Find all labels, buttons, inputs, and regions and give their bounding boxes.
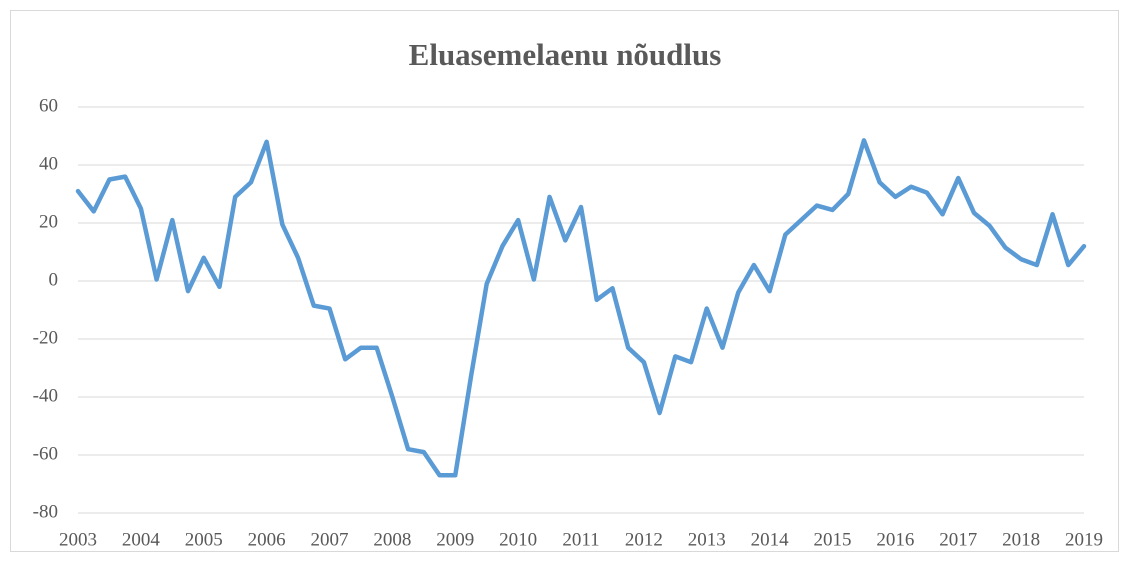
y-tick-label: -60: [33, 443, 58, 464]
x-tick-label: 2009: [436, 529, 474, 550]
x-tick-label: 2004: [122, 529, 161, 550]
x-tick-label: 2018: [1002, 529, 1040, 550]
x-tick-label: 2015: [814, 529, 852, 550]
x-tick-label: 2019: [1065, 529, 1103, 550]
y-tick-label: 0: [49, 269, 59, 290]
x-tick-label: 2016: [876, 529, 914, 550]
data-line: [75, 138, 1087, 478]
x-tick-label: 2003: [59, 529, 97, 550]
x-tick-label: 2012: [625, 529, 663, 550]
x-tick-label: 2011: [562, 529, 599, 550]
y-tick-label: 40: [39, 153, 58, 174]
y-tick-label: -80: [33, 501, 58, 522]
x-tick-label: 2008: [373, 529, 411, 550]
x-tick-label: 2017: [939, 529, 977, 550]
x-tick-label: 2007: [311, 529, 349, 550]
y-tick-label: -40: [33, 385, 58, 406]
x-tick-label: 2005: [185, 529, 223, 550]
x-tick-label: 2006: [248, 529, 286, 550]
y-tick-label: 60: [39, 95, 58, 116]
chart-title: Eluasemelaenu nõudlus: [409, 37, 722, 72]
y-tick-label: -20: [33, 327, 58, 348]
x-tick-label: 2010: [499, 529, 537, 550]
x-tick-label: 2013: [688, 529, 726, 550]
y-tick-label: 20: [39, 211, 58, 232]
x-tick-label: 2014: [751, 529, 790, 550]
